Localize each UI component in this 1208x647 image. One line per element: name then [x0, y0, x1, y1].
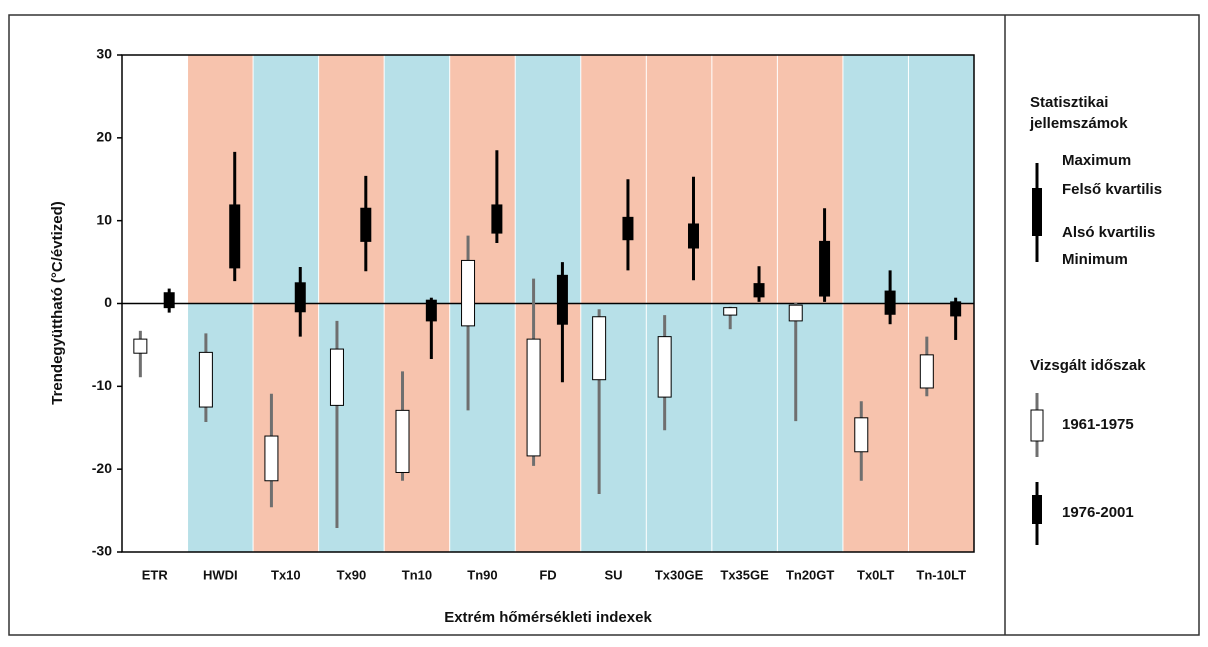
box: [163, 292, 175, 309]
box: [854, 417, 869, 453]
x-tick-label: FD: [539, 567, 556, 582]
x-tick-label: HWDI: [203, 567, 238, 582]
x-tick-label: Tn90: [467, 567, 497, 582]
legend-icon: [1032, 188, 1042, 236]
box: [329, 348, 344, 406]
x-tick-label: ETR: [142, 567, 169, 582]
band-upper: [515, 55, 581, 304]
legend-label: 1961-1975: [1062, 416, 1134, 433]
band-lower: [187, 303, 254, 552]
y-tick-label: 0: [104, 294, 112, 310]
band-upper: [253, 55, 319, 304]
box: [950, 301, 962, 317]
box: [657, 336, 672, 398]
box: [687, 223, 699, 249]
box: [491, 204, 503, 234]
box: [622, 216, 634, 241]
band-lower: [122, 303, 188, 552]
y-tick-label: 10: [96, 211, 112, 227]
x-axis-label: Extrém hőmérsékleti indexek: [444, 609, 652, 626]
box: [198, 351, 213, 408]
band-lower: [318, 303, 385, 552]
box: [819, 240, 831, 297]
y-axis-label: Trendegyüttható (°C/évtized): [49, 201, 66, 405]
y-tick-label: 20: [96, 129, 112, 145]
x-tick-label: Tn10: [402, 567, 432, 582]
y-tick-label: -10: [92, 377, 112, 393]
x-tick-label: SU: [605, 567, 623, 582]
band-lower: [515, 303, 581, 552]
legend-icon: [1032, 495, 1042, 524]
legend-label: Alsó kvartilis: [1062, 224, 1155, 241]
box: [264, 435, 279, 482]
band-upper: [908, 55, 974, 304]
legend-label: 1976-2001: [1062, 504, 1134, 521]
box: [461, 259, 476, 327]
box: [229, 204, 241, 269]
legend-title: Vizsgált időszak: [1030, 357, 1146, 374]
box: [395, 409, 410, 473]
legend-title: jellemszámok: [1029, 115, 1128, 132]
legend-label: Felső kvartilis: [1062, 181, 1162, 198]
frame: [8, 14, 1200, 636]
box: [133, 338, 148, 354]
band-lower: [384, 303, 450, 552]
y-tick-label: -30: [92, 543, 112, 559]
band-lower: [580, 303, 647, 552]
x-tick-label: Tx30GE: [655, 567, 704, 582]
band-lower: [842, 303, 909, 552]
x-tick-label: Tx35GE: [720, 567, 769, 582]
x-tick-label: Tn-10LT: [916, 567, 966, 582]
band-lower: [449, 303, 516, 552]
band-upper: [777, 55, 843, 304]
band-upper: [318, 55, 385, 304]
band-lower: [646, 303, 712, 552]
box: [360, 207, 372, 242]
box: [556, 274, 568, 325]
box: [788, 304, 803, 322]
legend-icon: [1030, 409, 1044, 442]
box: [526, 338, 541, 457]
band-upper: [122, 55, 188, 304]
box: [425, 299, 437, 322]
band-upper: [711, 55, 778, 304]
box: [723, 307, 738, 316]
band-lower: [711, 303, 778, 552]
band-upper: [842, 55, 909, 304]
box: [753, 283, 765, 298]
box: [592, 316, 607, 381]
box: [884, 290, 896, 315]
legend-label: Maximum: [1062, 152, 1131, 169]
box: [294, 282, 306, 313]
band-upper: [187, 55, 254, 304]
legend-title: Statisztikai: [1030, 94, 1108, 111]
box: [919, 354, 934, 389]
band-lower: [253, 303, 319, 552]
x-tick-label: Tn20GT: [786, 567, 834, 582]
x-tick-label: Tx0LT: [857, 567, 894, 582]
band-upper: [449, 55, 516, 304]
x-tick-label: Tx90: [337, 567, 367, 582]
band-lower: [777, 303, 843, 552]
band-upper: [384, 55, 450, 304]
x-tick-label: Tx10: [271, 567, 301, 582]
band-upper: [646, 55, 712, 304]
legend-label: Minimum: [1062, 251, 1128, 268]
band-upper: [580, 55, 647, 304]
y-tick-label: -20: [92, 460, 112, 476]
y-tick-label: 30: [96, 46, 112, 62]
band-lower: [908, 303, 974, 552]
